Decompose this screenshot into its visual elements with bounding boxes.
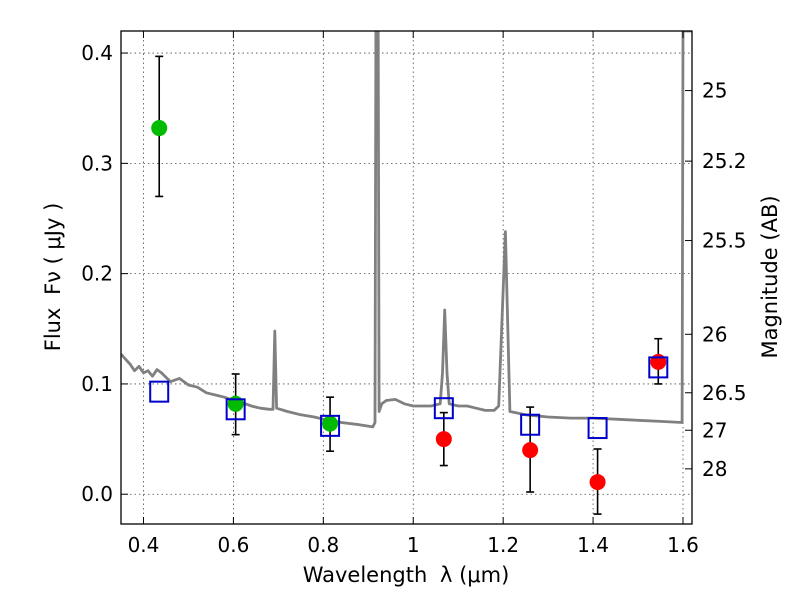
x-tick-label: 1 (407, 533, 420, 557)
x-axis-title-main: Wavelength (303, 563, 428, 587)
green-data-point (322, 415, 339, 432)
y2-tick-label: 25 (702, 79, 727, 103)
x-tick-label: 0.4 (128, 533, 160, 557)
x-tick-label: 0.6 (217, 533, 249, 557)
y2-tick-label: 28 (702, 457, 727, 481)
ticks: 0.4 0.6 0.8 1 1.2 1.4 1.6 0.0 0.1 0.2 0.3 0.4 25 25.2… (81, 31, 747, 557)
model-square-point (225, 398, 246, 421)
y2-tick-label: 25.5 (702, 229, 747, 253)
x-tick-label: 1.4 (577, 533, 609, 557)
y-tick-label: 0.4 (81, 41, 113, 65)
y-axis-title-symbol: Fν ( μJy ) (41, 203, 65, 295)
model-square-point (520, 413, 541, 436)
model-square-point (648, 356, 669, 379)
y-tick-label: 0.0 (81, 482, 113, 506)
green-data-point (227, 395, 244, 412)
y2-tick-label: 25.2 (702, 149, 747, 173)
y2-axis-title: Magnitude (AB) (758, 195, 782, 358)
x-tick-label: 1.6 (667, 533, 699, 557)
template-spectrum-line (121, 31, 692, 429)
red-data-point (435, 431, 452, 448)
plot-frame (120, 30, 693, 525)
model-square-point (433, 397, 454, 420)
y2-tick-label: 26 (702, 322, 727, 346)
x-tick-label: 1.2 (487, 533, 519, 557)
x-axis-title: Wavelength λ (μm) (303, 563, 510, 587)
x-tick-label: 0.8 (307, 533, 339, 557)
y-axis-title-main: Flux (41, 308, 65, 352)
template-spectrum-layer (121, 31, 692, 429)
red-data-point (522, 442, 539, 459)
x-axis-title-symbol: λ (μm) (440, 563, 509, 587)
plot-background (121, 31, 692, 524)
y-tick-label: 0.1 (81, 372, 113, 396)
y-axis-title: Flux Fν ( μJy ) (41, 203, 65, 352)
markers-layer (149, 120, 669, 491)
red-data-point (589, 474, 606, 491)
y-tick-label: 0.2 (81, 262, 113, 286)
green-data-point (151, 120, 168, 137)
red-data-point (650, 353, 667, 370)
y-tick-label: 0.3 (81, 151, 113, 175)
model-square-point (320, 414, 341, 437)
y2-tick-label: 26.5 (702, 381, 747, 405)
y2-tick-label: 27 (702, 418, 727, 442)
model-square-point (587, 417, 608, 440)
model-square-point (149, 380, 170, 403)
